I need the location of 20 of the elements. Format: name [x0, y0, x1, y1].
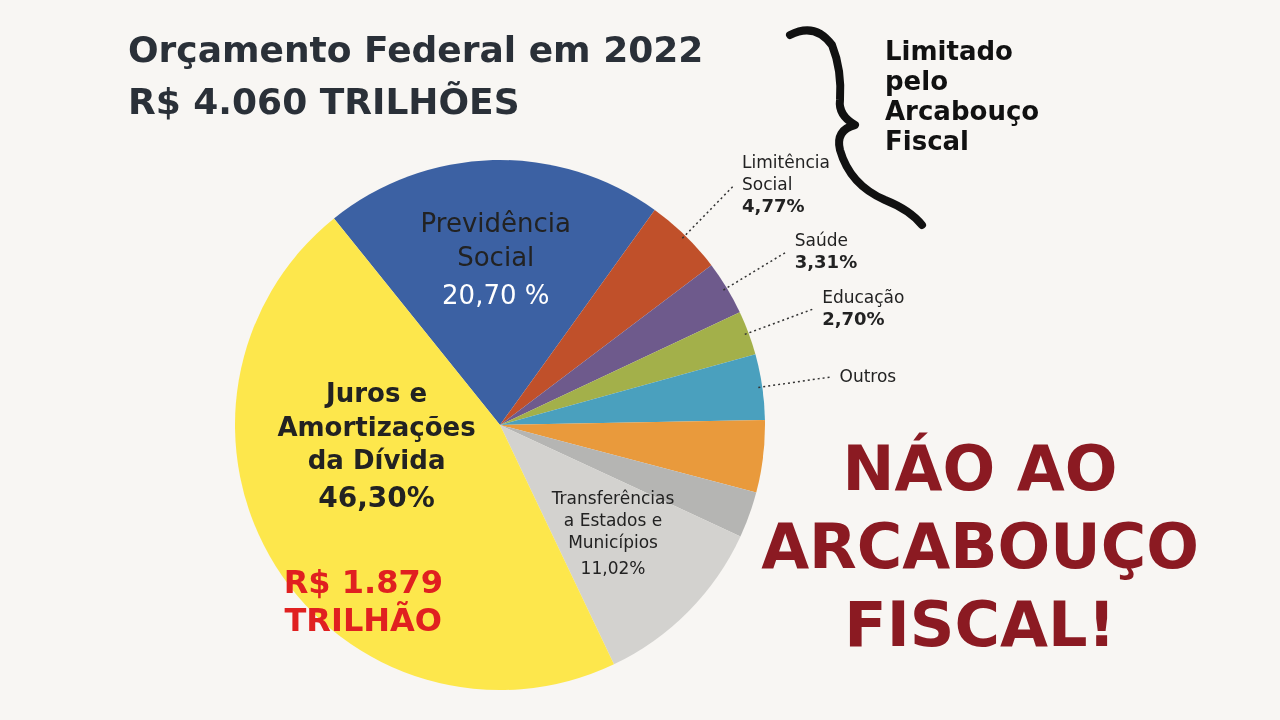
data-label: 46,30%: [318, 481, 435, 515]
slice-label: Previdência Social: [420, 208, 571, 273]
slice-label: Saúde: [794, 229, 848, 250]
chart-subtitle: R$ 4.060 TRILHÕES: [128, 81, 520, 122]
pie-slice: [500, 354, 765, 425]
pie-slice: [500, 312, 756, 425]
slice-label: Educação: [822, 286, 905, 307]
text: Limitado pelo Arcabouço Fiscal: [885, 36, 1040, 156]
pie-slice: [500, 425, 741, 665]
data-label: 3,31%: [794, 250, 858, 272]
slice-label: Juros e Amortizações da Dívida: [277, 377, 476, 476]
slice-label: Outros: [839, 365, 897, 386]
data-label: 2,70%: [822, 307, 885, 329]
slice-label: Limitência Social: [742, 152, 830, 195]
slice-label: Transferências a Estados e Municípios: [550, 487, 675, 552]
data-label: 4,77%: [742, 195, 805, 217]
data-label: 11,02%: [580, 557, 646, 578]
data-label: 20,70 %: [442, 279, 550, 310]
chart-title: Orçamento Federal em 2022: [128, 29, 704, 70]
text: NÁO AO ARCABOUÇO FISCAL!: [761, 432, 1199, 661]
